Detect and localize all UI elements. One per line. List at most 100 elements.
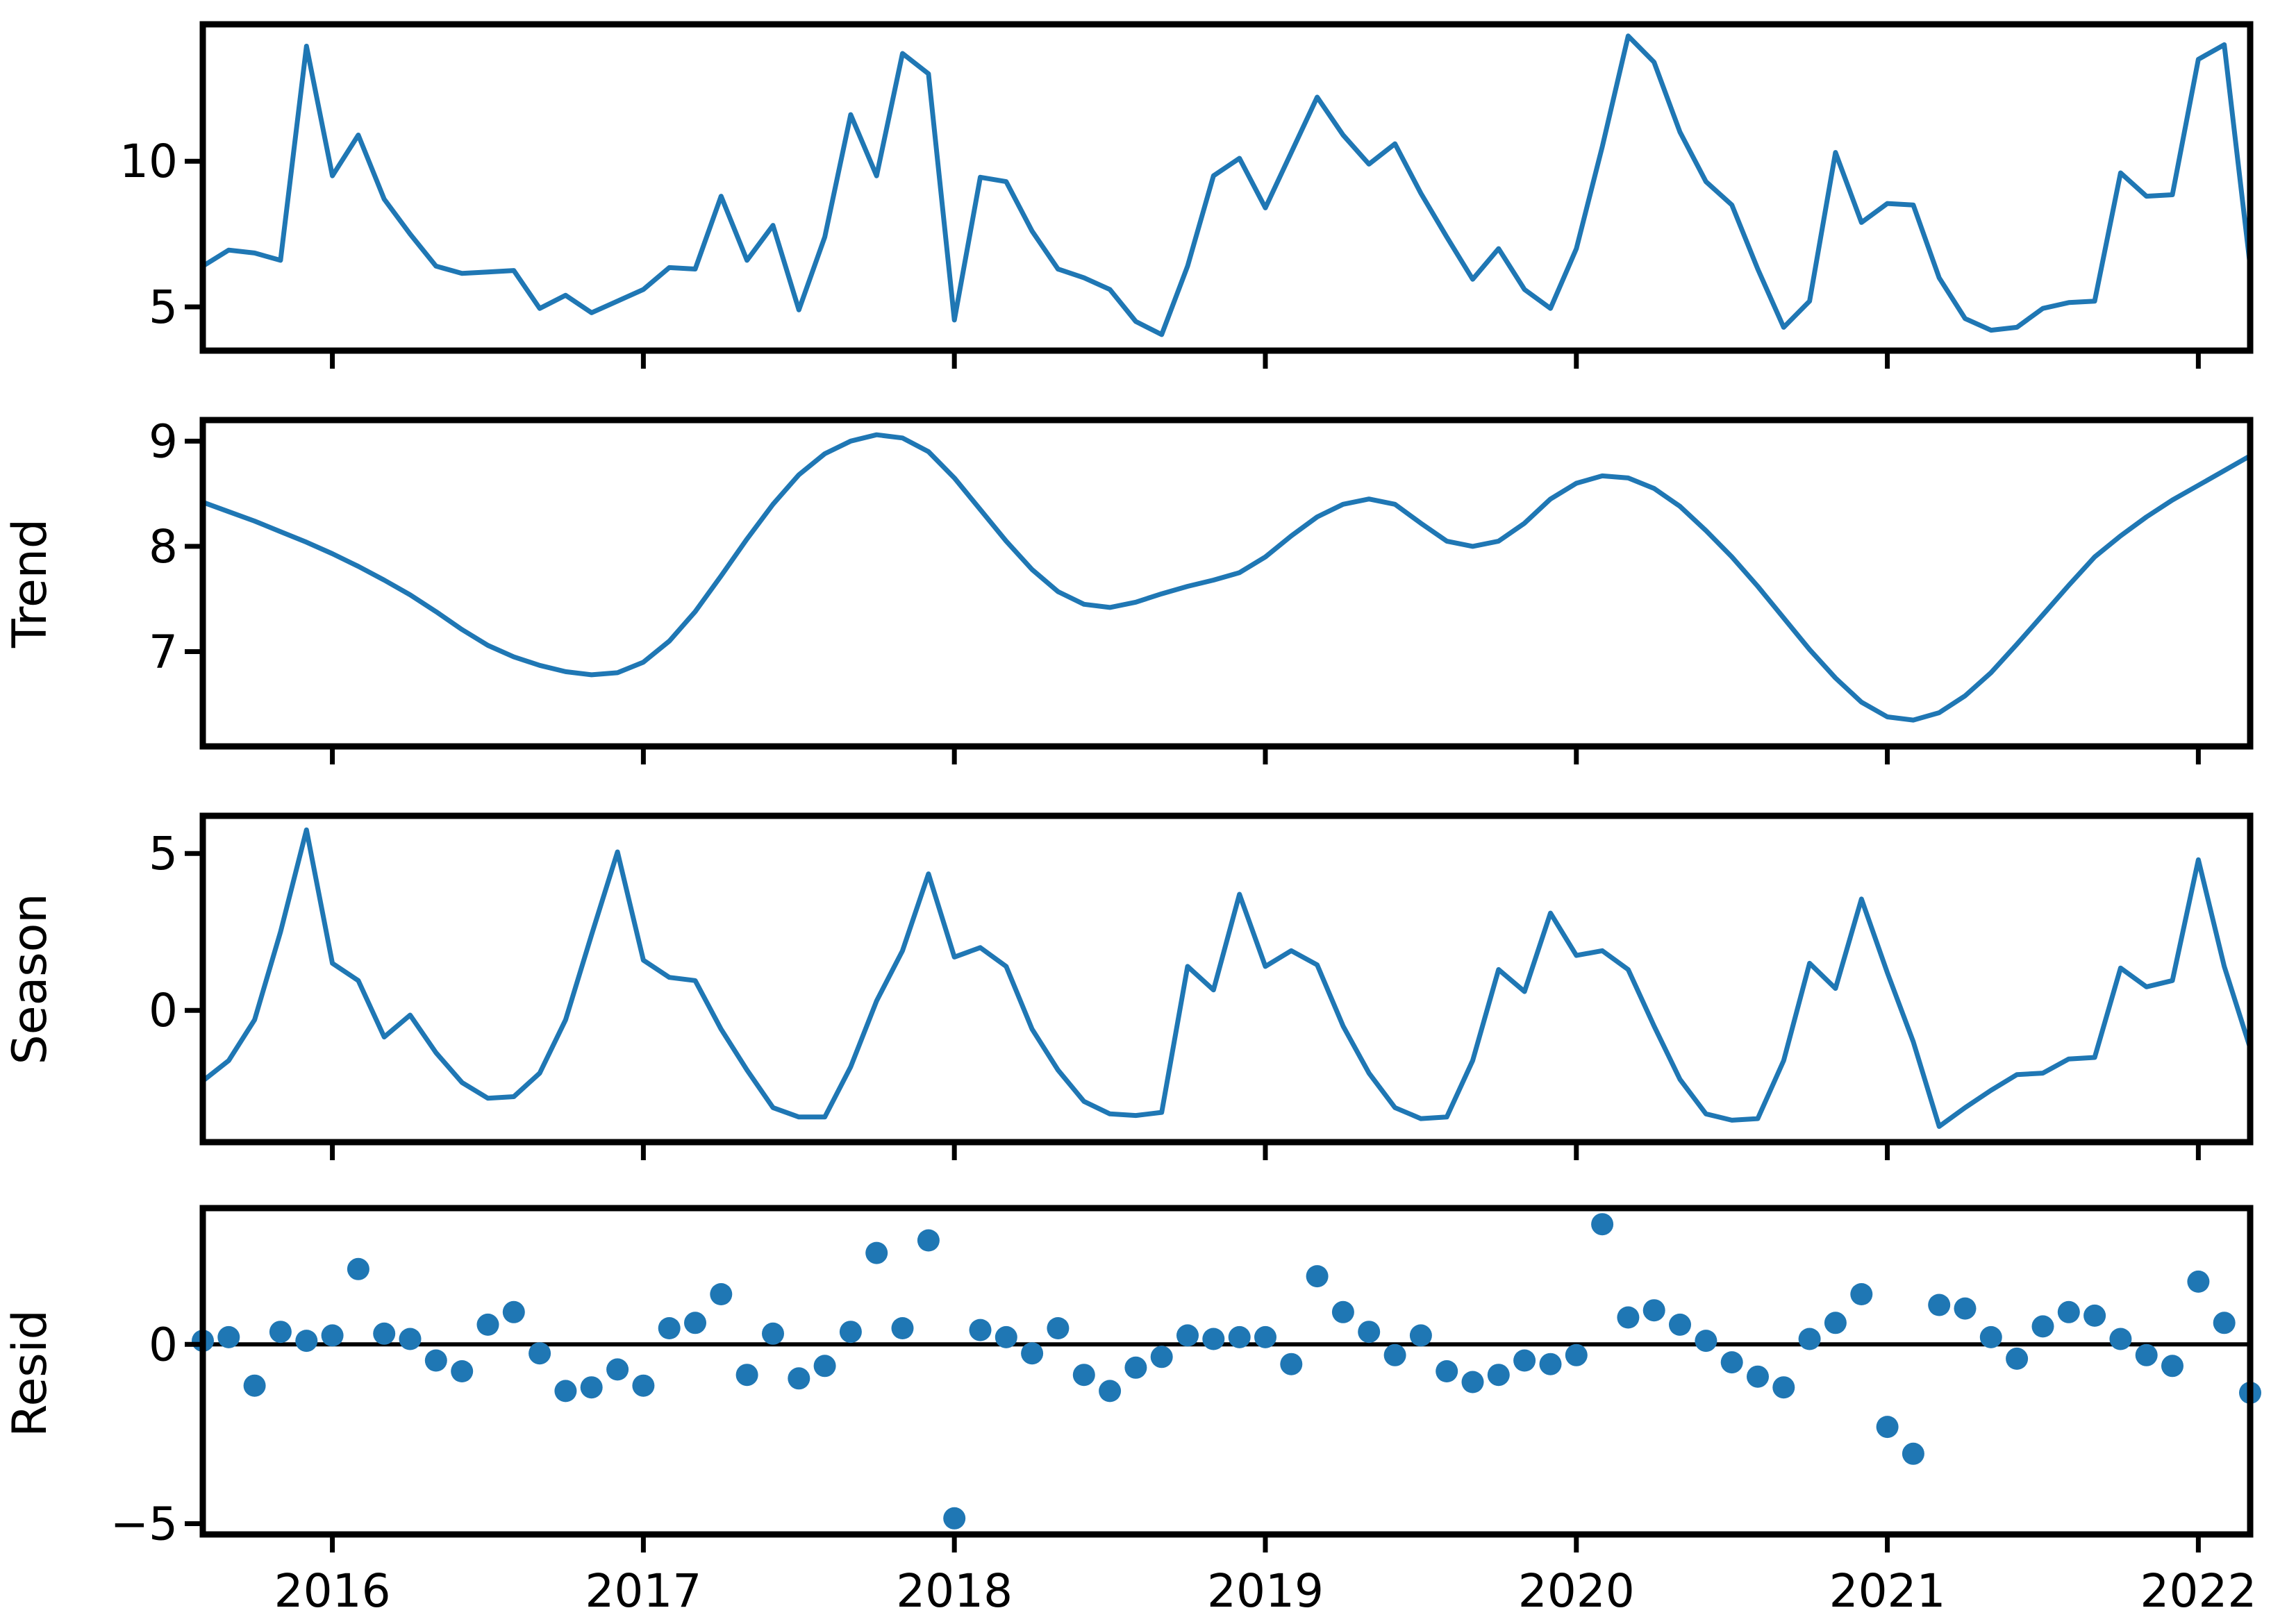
panel-border-resid <box>199 1205 2254 1538</box>
resid-point <box>1021 1342 1044 1365</box>
observed-line <box>200 33 2253 337</box>
resid-point <box>2057 1300 2080 1323</box>
resid-point <box>1072 1364 1095 1387</box>
panel-season: 05 <box>149 812 2254 1160</box>
ylabel-season: Season <box>3 894 58 1065</box>
resid-point <box>1928 1294 1951 1316</box>
resid-point <box>1409 1324 1432 1347</box>
resid-point <box>1150 1346 1173 1368</box>
resid-point <box>373 1322 396 1345</box>
resid-point <box>762 1322 784 1345</box>
resid-point <box>243 1374 266 1397</box>
ylabel-resid: Resid <box>3 1309 58 1437</box>
resid-point <box>943 1507 966 1530</box>
resid-point <box>995 1325 1017 1348</box>
panel-border-observed <box>199 21 2254 354</box>
resid-point <box>476 1313 499 1336</box>
resid-point <box>1695 1330 1717 1353</box>
resid-point <box>891 1317 914 1339</box>
resid-point <box>1954 1297 1977 1320</box>
resid-point <box>347 1257 369 1280</box>
resid-point <box>1669 1313 1691 1336</box>
resid-point <box>2006 1347 2029 1370</box>
resid-point <box>1798 1328 1821 1350</box>
resid-point <box>2109 1328 2132 1350</box>
resid-point <box>451 1360 474 1382</box>
y-tick-label: 0 <box>149 984 178 1037</box>
resid-point <box>735 1364 758 1387</box>
resid-point <box>295 1330 318 1353</box>
resid-point <box>710 1283 733 1305</box>
resid-point <box>1202 1328 1225 1350</box>
x-tick-label: 2018 <box>896 1564 1013 1618</box>
resid-point <box>1747 1365 1769 1388</box>
resid-point <box>1176 1324 1199 1347</box>
resid-point <box>1617 1306 1640 1329</box>
resid-point <box>1124 1356 1147 1379</box>
resid-point <box>2083 1304 2106 1327</box>
resid-point <box>529 1342 551 1365</box>
resid-point <box>839 1321 862 1343</box>
resid-point <box>1539 1353 1562 1375</box>
panel-trend: 7 8 9 <box>149 415 2254 764</box>
y-tick-label: 9 <box>149 415 178 468</box>
resid-point <box>658 1317 681 1339</box>
resid-point <box>865 1241 888 1264</box>
resid-point <box>1824 1312 1847 1334</box>
resid-point <box>399 1328 422 1350</box>
ylabel-trend: Trend <box>3 519 58 648</box>
resid-point <box>788 1367 810 1390</box>
resid-point <box>269 1321 292 1343</box>
resid-point <box>1591 1213 1614 1236</box>
season-line <box>200 827 2253 1129</box>
resid-point <box>1850 1283 1873 1305</box>
resid-point <box>2031 1315 2054 1338</box>
x-tick-label: 2022 <box>2140 1564 2256 1618</box>
x-tick-label: 2020 <box>1518 1564 1635 1618</box>
x-tick-label: 2017 <box>585 1564 701 1618</box>
resid-point <box>2213 1312 2236 1334</box>
panel-resid: −5 0 2016 2017 2018 2019 2020 2021 2022 <box>110 1205 2261 1618</box>
y-tick-label: 5 <box>149 827 178 880</box>
resid-point <box>554 1380 577 1403</box>
resid-point <box>1331 1300 1354 1323</box>
resid-point <box>1876 1416 1899 1439</box>
resid-point <box>917 1229 940 1252</box>
resid-point <box>1720 1351 1743 1374</box>
y-tick-label: 0 <box>149 1318 178 1371</box>
resid-point <box>1772 1376 1795 1399</box>
resid-point <box>1358 1321 1381 1343</box>
resid-point <box>1513 1349 1536 1372</box>
resid-point <box>684 1312 706 1334</box>
resid-point <box>1306 1265 1329 1288</box>
trend-line <box>200 432 2253 723</box>
resid-point <box>424 1349 447 1372</box>
resid-point <box>1436 1360 1458 1382</box>
resid-point <box>1461 1371 1484 1393</box>
y-tick-label: 5 <box>149 281 178 334</box>
resid-point <box>1047 1317 1070 1339</box>
resid-point <box>1254 1325 1276 1348</box>
x-tick-label: 2016 <box>274 1564 391 1618</box>
resid-point <box>2135 1343 2158 1366</box>
panel-border-trend <box>199 417 2254 750</box>
x-tick-label: 2019 <box>1207 1564 1324 1618</box>
resid-point <box>321 1324 344 1347</box>
resid-point <box>1565 1343 1588 1366</box>
resid-point <box>1099 1380 1122 1403</box>
panel-border-season <box>199 812 2254 1146</box>
resid-point <box>1642 1299 1665 1322</box>
resid-point <box>217 1325 240 1348</box>
resid-point <box>580 1376 603 1399</box>
y-tick-label: 8 <box>149 520 178 574</box>
resid-point <box>502 1300 525 1323</box>
resid-point <box>632 1374 655 1397</box>
x-tick-label: 2021 <box>1829 1564 1946 1618</box>
resid-point <box>813 1355 836 1378</box>
resid-point <box>969 1319 992 1341</box>
y-tick-label: −5 <box>110 1498 178 1551</box>
resid-point <box>2161 1355 2183 1378</box>
